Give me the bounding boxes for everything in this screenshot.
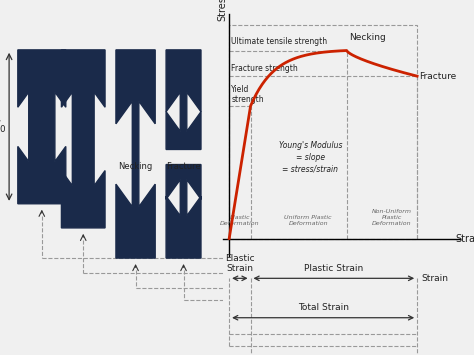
Text: Strain: Strain bbox=[456, 234, 474, 244]
Text: Necking: Necking bbox=[349, 33, 385, 42]
Text: $l_0$: $l_0$ bbox=[0, 119, 7, 135]
Text: Young's Modulus
= slope
= stress/strain: Young's Modulus = slope = stress/strain bbox=[279, 141, 342, 174]
Text: Uniform Plastic
Deformation: Uniform Plastic Deformation bbox=[284, 215, 332, 226]
Text: Strain: Strain bbox=[421, 274, 448, 283]
Text: Non-Uniform
Plastic
Deformation: Non-Uniform Plastic Deformation bbox=[372, 209, 411, 226]
Text: Yield
strength: Yield strength bbox=[231, 84, 264, 104]
Text: Stress: Stress bbox=[218, 0, 228, 21]
Polygon shape bbox=[62, 50, 105, 228]
Text: Necking: Necking bbox=[118, 162, 153, 170]
Text: Fracture: Fracture bbox=[419, 72, 456, 81]
Polygon shape bbox=[166, 50, 201, 149]
Polygon shape bbox=[116, 50, 155, 258]
Text: Ultimate tensile strength: Ultimate tensile strength bbox=[231, 37, 328, 46]
Text: Fracture: Fracture bbox=[166, 162, 201, 170]
Bar bbox=[229, 25, 417, 239]
Polygon shape bbox=[166, 165, 201, 258]
Text: Elastic
Strain: Elastic Strain bbox=[225, 253, 255, 273]
Text: Fracture strength: Fracture strength bbox=[231, 64, 298, 73]
Text: Plastic Strain: Plastic Strain bbox=[304, 264, 364, 273]
Polygon shape bbox=[18, 50, 66, 204]
Text: Elastic
Deformation: Elastic Deformation bbox=[220, 215, 260, 226]
Text: Total Strain: Total Strain bbox=[298, 304, 349, 312]
